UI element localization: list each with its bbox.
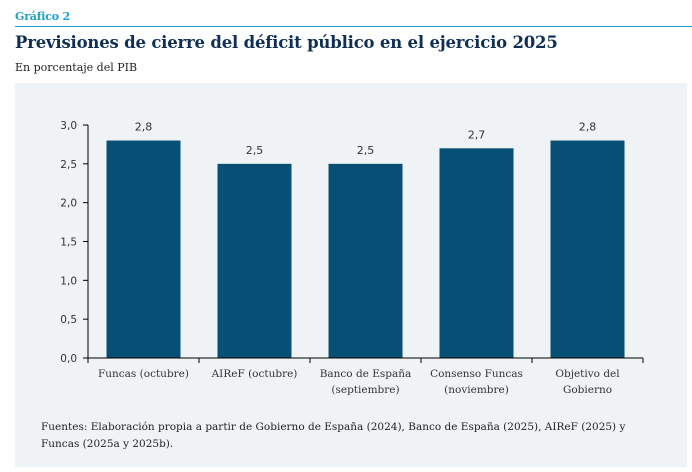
bar [217,163,292,358]
chart-number-label: Gráfico 2 [15,10,70,23]
x-tick-label-line: (noviembre) [444,384,509,396]
chart-title: Previsiones de cierre del déficit públic… [15,33,558,52]
bar-value-label: 2,7 [468,128,486,141]
x-tick-label: Funcas (octubre) [98,368,189,380]
x-tick-label: Objetivo del Gobierno [555,368,620,396]
y-tick-label: 2,5 [60,159,77,171]
chart-subtitle: En porcentaje del PIB [15,61,138,74]
x-tick-label-line: AIReF (octubre) [211,368,298,380]
y-tick-label: 1,0 [60,275,77,287]
x-tick-label-line: (septiembre) [331,384,399,396]
y-tick-label: 0,0 [60,353,77,365]
bar [328,163,403,358]
y-tick-label: 0,5 [60,314,77,326]
x-tick-label-line: Banco de España [320,368,412,380]
bar-value-label: 2,5 [357,144,375,157]
y-tick-label: 3,0 [60,120,77,132]
header-divider [15,26,692,27]
bar [439,148,514,358]
x-tick-label: Consenso Funcas (noviembre) [430,368,523,396]
x-tick-label-line: Gobierno [563,384,612,396]
y-tick-label: 1,5 [60,237,77,249]
x-tick-label: AIReF (octubre) [211,368,298,380]
bar [106,140,181,358]
x-tick-label-line: Objetivo del [555,368,620,380]
x-tick-label-line: Funcas (octubre) [98,368,189,380]
bar-value-label: 2,5 [246,144,264,157]
bar-value-label: 2,8 [579,121,597,134]
bar-value-label: 2,8 [135,121,153,134]
x-tick-label: Banco de España (septiembre) [320,368,412,396]
y-tick-label: 2,0 [60,198,77,210]
bar [550,140,625,358]
x-tick-label-line: Consenso Funcas [430,368,523,380]
source-note: Fuentes: Elaboración propia a partir de … [41,421,626,450]
